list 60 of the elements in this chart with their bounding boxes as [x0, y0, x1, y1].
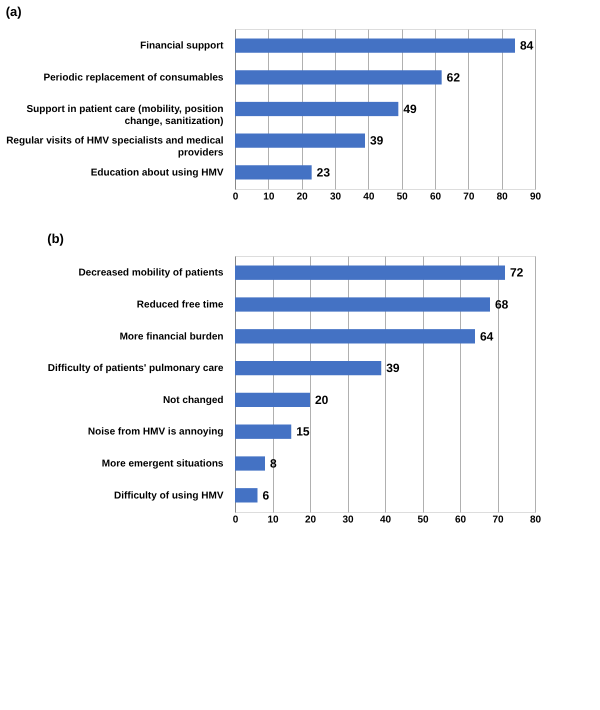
bar	[235, 102, 398, 116]
x-tick-label: 80	[496, 192, 508, 202]
data-label: 39	[386, 361, 400, 376]
y-tick-label: Not changed	[162, 394, 224, 406]
data-label: 62	[446, 70, 460, 84]
x-tick-label: 20	[296, 192, 308, 202]
bar	[235, 488, 258, 502]
data-label: 20	[315, 392, 329, 407]
x-tick-label: 70	[492, 514, 504, 526]
y-tick-label: Periodic replacement of consumables	[43, 72, 224, 84]
y-tick-label: Regular visits of HMV specialists and medical providers	[6, 136, 224, 159]
x-tick-label: 0	[232, 514, 239, 526]
y-tick-label: Difficulty of patients' pulmonary care	[48, 363, 224, 374]
bar	[235, 266, 505, 280]
x-tick-label: 60	[430, 192, 442, 202]
bar	[235, 297, 490, 312]
x-tick-label: 60	[454, 514, 466, 526]
x-tick-label: 10	[263, 192, 275, 202]
x-tick-label: 50	[417, 514, 429, 526]
y-tick-label: Reduced free time	[136, 299, 224, 310]
text: (a)	[6, 4, 22, 19]
bar	[235, 360, 382, 376]
x-tick-label: 20	[304, 514, 316, 526]
data-label: 68	[495, 297, 509, 312]
bar	[235, 165, 312, 180]
data-label: 84	[520, 38, 534, 53]
bar	[235, 134, 365, 148]
data-label: 49	[403, 102, 418, 116]
data-label: 64	[480, 329, 494, 344]
x-tick-label: 50	[396, 192, 408, 202]
x-tick-label: 40	[363, 192, 375, 202]
x-tick-label: 10	[267, 514, 279, 526]
x-tick-label: 30	[342, 514, 354, 526]
y-tick-label: More emergent situations	[102, 458, 224, 470]
y-tick-label: Education about using HMV	[90, 167, 224, 178]
bar	[235, 70, 442, 84]
x-tick-label: 90	[530, 192, 542, 202]
data-label: 72	[510, 266, 524, 280]
x-tick-label: 0	[232, 192, 239, 202]
y-tick-label: Support in patient care (mobility, position change, sanitization)	[26, 104, 224, 127]
data-label: 39	[370, 134, 384, 148]
bar	[235, 329, 475, 344]
bar	[235, 424, 292, 439]
data-label: 23	[316, 165, 330, 180]
y-tick-label: Noise from HMV is annoying	[88, 426, 224, 438]
bar	[235, 392, 310, 408]
y-tick-label: Financial support	[140, 40, 224, 52]
x-tick-label: 80	[530, 514, 542, 526]
x-tick-label: 70	[463, 192, 475, 202]
y-tick-label: Difficulty of using HMV	[114, 490, 224, 502]
bar	[235, 456, 265, 471]
x-tick-label: 30	[330, 192, 342, 202]
bar	[235, 38, 515, 53]
data-label: 15	[296, 424, 310, 439]
text: (b)	[47, 231, 64, 246]
x-tick-label: 40	[380, 514, 392, 526]
y-tick-label: More financial burden	[120, 331, 224, 342]
y-tick-label: Decreased mobility of patients	[78, 268, 224, 279]
data-label: 8	[270, 456, 277, 471]
data-label: 6	[262, 488, 270, 502]
